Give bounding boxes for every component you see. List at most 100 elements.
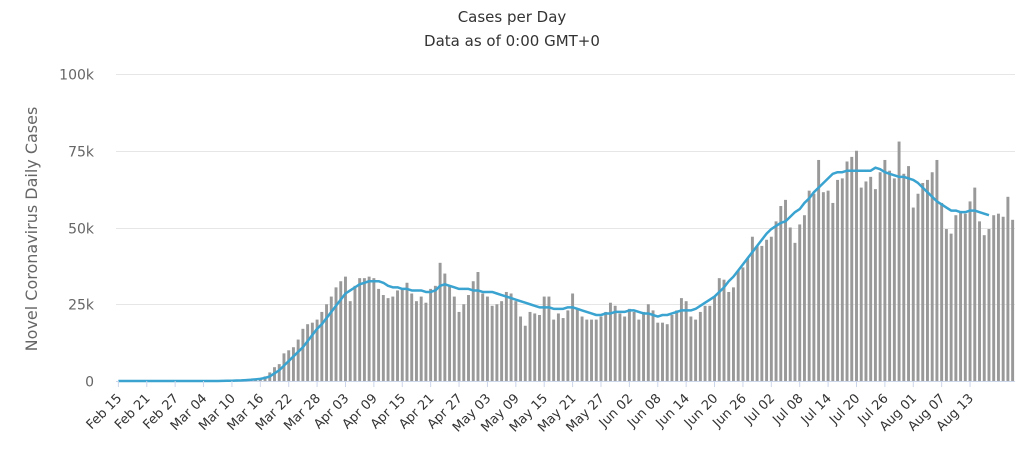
daily-cases-bar xyxy=(381,295,385,381)
daily-cases-bar xyxy=(637,319,641,381)
daily-cases-bar xyxy=(755,245,759,381)
daily-cases-bar xyxy=(798,224,802,381)
daily-cases-bar xyxy=(703,305,707,381)
daily-cases-bar xyxy=(566,310,570,381)
daily-cases-bar xyxy=(485,296,489,381)
daily-cases-bar xyxy=(528,311,532,381)
daily-cases-bar xyxy=(793,242,797,381)
daily-cases-bar xyxy=(959,212,963,381)
daily-cases-bar xyxy=(452,296,456,381)
daily-cases-bar xyxy=(504,291,508,381)
daily-cases-bar xyxy=(391,296,395,381)
daily-cases-bar xyxy=(433,285,437,381)
daily-cases-bar xyxy=(978,221,981,381)
daily-cases-bar xyxy=(590,319,593,381)
y-axis-label: Novel Coronavirus Daily Cases xyxy=(22,107,41,352)
daily-cases-bar xyxy=(684,301,688,381)
daily-cases-bar xyxy=(779,206,783,381)
daily-cases-bar xyxy=(481,293,485,381)
daily-cases-bar xyxy=(963,213,967,381)
daily-cases-bar xyxy=(821,192,825,381)
daily-cases-bar xyxy=(414,301,418,381)
daily-cases-bar xyxy=(845,161,849,381)
daily-cases-bar xyxy=(490,305,494,381)
daily-cases-bar xyxy=(708,305,712,381)
daily-cases-bar xyxy=(921,182,925,381)
bar-series xyxy=(220,141,1015,382)
daily-cases-bar xyxy=(826,190,830,381)
daily-cases-bar xyxy=(892,178,896,381)
daily-cases-bar xyxy=(987,229,991,381)
daily-cases-bar xyxy=(353,285,357,381)
daily-cases-bar xyxy=(944,229,948,381)
daily-cases-bar xyxy=(613,305,617,381)
daily-cases-bar xyxy=(320,311,324,381)
daily-cases-bar xyxy=(632,311,636,381)
daily-cases-bar xyxy=(552,319,556,381)
daily-cases-bar xyxy=(727,291,731,381)
daily-cases-bar xyxy=(344,276,347,381)
daily-cases-bar xyxy=(523,325,527,381)
daily-cases-bar xyxy=(443,273,447,381)
daily-cases-bar xyxy=(926,179,929,381)
daily-cases-bar xyxy=(656,322,660,381)
daily-cases-bar xyxy=(372,278,376,381)
daily-cases-bar xyxy=(732,287,735,381)
daily-cases-bar xyxy=(996,213,1000,381)
daily-cases-bar xyxy=(514,301,518,381)
daily-cases-bar xyxy=(940,202,944,381)
y-tick-label: 75k xyxy=(68,145,95,161)
chart-subtitle: Data as of 0:00 GMT+0 xyxy=(424,32,600,50)
daily-cases-bar xyxy=(784,199,787,381)
daily-cases-bar xyxy=(618,313,622,381)
daily-cases-bar xyxy=(405,282,409,381)
daily-cases-bar xyxy=(315,319,319,381)
daily-cases-bar xyxy=(675,310,679,381)
daily-cases-bar xyxy=(698,311,702,381)
daily-cases-bar xyxy=(836,179,840,381)
daily-cases-bar xyxy=(859,187,863,381)
daily-cases-bar xyxy=(840,178,844,381)
daily-cases-bar xyxy=(424,302,428,381)
daily-cases-bar xyxy=(646,304,650,381)
daily-cases-bar xyxy=(883,159,887,381)
y-tick-label: 50k xyxy=(68,222,95,238)
daily-cases-bar xyxy=(476,272,480,381)
daily-cases-bar xyxy=(1006,196,1010,381)
daily-cases-bar xyxy=(580,316,584,381)
daily-cases-bar xyxy=(608,302,612,381)
daily-cases-bar xyxy=(954,215,958,381)
daily-cases-bar xyxy=(287,350,291,381)
daily-cases-bar xyxy=(462,304,466,381)
daily-cases-bar xyxy=(457,311,461,381)
daily-cases-bar xyxy=(741,267,745,381)
daily-cases-bar xyxy=(788,227,792,381)
moving-average-series xyxy=(118,166,990,383)
daily-cases-bar xyxy=(949,233,953,381)
daily-cases-bar xyxy=(429,288,433,381)
daily-cases-bar xyxy=(888,170,892,381)
daily-cases-bar xyxy=(339,281,343,381)
daily-cases-bar xyxy=(982,235,986,381)
daily-cases-bar xyxy=(694,319,698,381)
daily-cases-bar xyxy=(907,166,910,381)
daily-cases-bar xyxy=(864,181,868,381)
daily-cases-bar xyxy=(670,315,674,381)
daily-cases-bar xyxy=(713,296,717,381)
daily-cases-bar xyxy=(902,173,906,381)
daily-cases-bar xyxy=(897,141,901,381)
daily-cases-bar xyxy=(367,276,371,381)
daily-cases-bar xyxy=(869,176,873,381)
chart-title: Cases per Day xyxy=(458,8,567,26)
daily-cases-bar xyxy=(471,281,475,381)
daily-cases-bar xyxy=(396,290,399,381)
daily-cases-bar xyxy=(992,215,996,381)
x-tick-label: Jul 20 xyxy=(826,391,863,428)
daily-cases-bar xyxy=(873,189,877,382)
y-axis-ticks: 0 25k 50k 75k 100k xyxy=(59,68,95,391)
daily-cases-bar xyxy=(968,201,972,381)
daily-cases-bar xyxy=(500,301,504,381)
x-tick-label: Jul 14 xyxy=(798,391,835,428)
daily-cases-bar xyxy=(812,193,816,381)
